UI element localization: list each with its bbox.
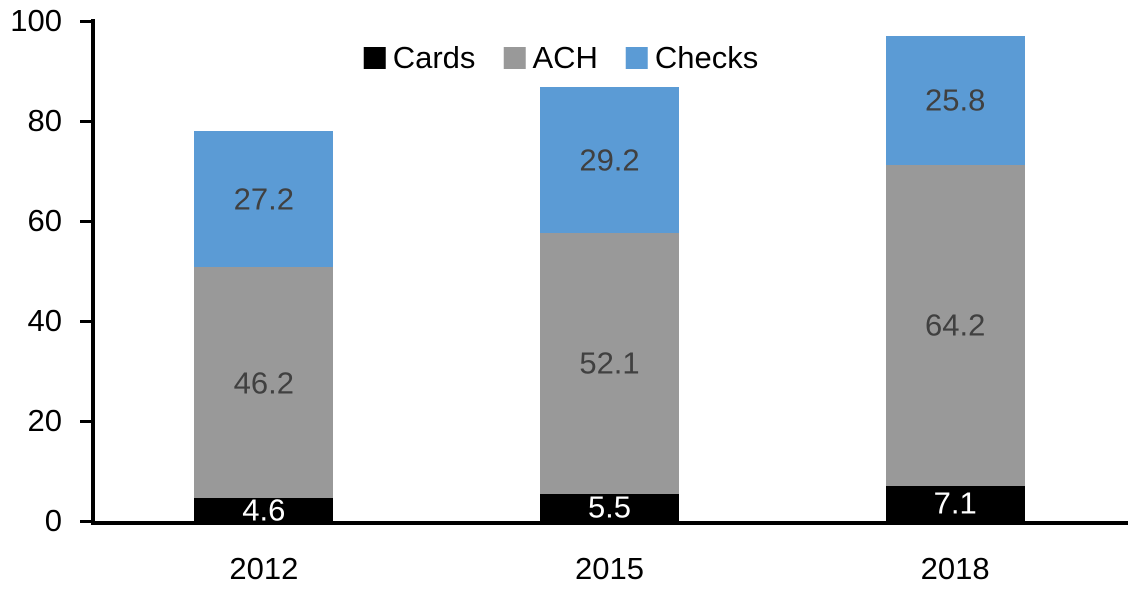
bar-segment-checks-2012 bbox=[194, 131, 333, 267]
y-axis-tick-label: 80 bbox=[27, 103, 62, 138]
y-axis-tick bbox=[80, 320, 91, 323]
data-label-cards-2018: 7.1 bbox=[933, 485, 977, 521]
y-axis-tick bbox=[80, 20, 91, 23]
data-label-checks-2012: 27.2 bbox=[233, 181, 294, 217]
bar-segment-ach-2018 bbox=[886, 164, 1025, 486]
x-axis-category-label: 2012 bbox=[229, 551, 299, 586]
y-axis-tick-label: 20 bbox=[27, 403, 62, 438]
bar-segment-cards-2018 bbox=[886, 485, 1025, 521]
x-axis-category-label: 2018 bbox=[920, 551, 990, 586]
data-label-ach-2018: 64.2 bbox=[924, 307, 986, 343]
y-axis-line bbox=[91, 19, 95, 525]
y-axis-tick-label: 100 bbox=[10, 3, 62, 38]
bar-segment-cards-2015 bbox=[540, 493, 679, 521]
legend-swatch-cards-icon bbox=[363, 46, 386, 69]
bar-segment-ach-2012 bbox=[194, 267, 333, 498]
data-label-checks-2018: 25.8 bbox=[924, 82, 986, 118]
legend-item-cards: Cards bbox=[363, 40, 476, 75]
x-axis-line bbox=[91, 521, 1128, 525]
y-axis-tick bbox=[80, 220, 91, 223]
data-label-cards-2015: 5.5 bbox=[587, 489, 632, 525]
legend-label-checks: Checks bbox=[654, 40, 759, 75]
bar-segment-ach-2015 bbox=[540, 233, 679, 494]
legend-swatch-checks-icon bbox=[625, 46, 648, 69]
y-axis-tick bbox=[80, 120, 91, 123]
legend-label-cards: Cards bbox=[392, 40, 476, 75]
y-axis-tick bbox=[80, 420, 91, 423]
y-axis-tick bbox=[80, 520, 91, 523]
x-axis-category-label: 2015 bbox=[575, 551, 644, 586]
legend-swatch-ach-icon bbox=[503, 46, 526, 69]
bar-segment-checks-2015 bbox=[540, 87, 679, 233]
data-label-checks-2015: 29.2 bbox=[579, 142, 640, 178]
bar-segment-checks-2018 bbox=[886, 35, 1025, 165]
data-label-ach-2012: 46.2 bbox=[233, 365, 294, 400]
legend-label-ach: ACH bbox=[532, 40, 598, 75]
data-label-cards-2012: 4.6 bbox=[242, 492, 286, 527]
legend-item-checks: Checks bbox=[625, 40, 759, 75]
y-axis-tick-label: 0 bbox=[44, 503, 62, 538]
bar-segment-cards-2012 bbox=[194, 498, 333, 521]
legend-item-ach: ACH bbox=[503, 40, 598, 75]
y-axis-tick-label: 40 bbox=[27, 303, 62, 338]
data-label-ach-2015: 52.1 bbox=[579, 345, 640, 381]
y-axis-tick-label: 60 bbox=[27, 203, 62, 238]
legend: Cards ACH Checks bbox=[363, 40, 759, 75]
